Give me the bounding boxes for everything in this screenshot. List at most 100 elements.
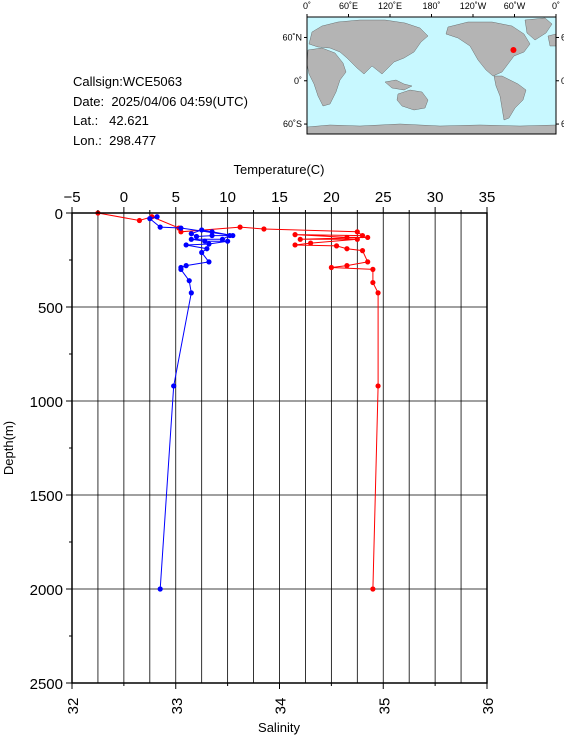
callsign-line: Callsign:WCE5063 xyxy=(73,72,248,92)
profile-point-1 xyxy=(209,229,215,235)
temperature-tick-label: 20 xyxy=(323,189,340,206)
profile-point-0 xyxy=(344,263,350,269)
salinity-tick-label: 34 xyxy=(273,698,290,715)
profile-point-0 xyxy=(365,259,371,265)
temperature-tick-label: 30 xyxy=(427,189,444,206)
lat-label: Lat.: xyxy=(73,113,99,128)
temperature-tick-label: 25 xyxy=(375,189,392,206)
lon-line: Lon.: 298.477 xyxy=(73,131,248,151)
profile-point-1 xyxy=(147,216,153,222)
profile-point-0 xyxy=(365,234,371,241)
temperature-tick-label: 10 xyxy=(219,189,236,206)
map-lon-label: 180˚ xyxy=(422,1,440,11)
temperature-tick-label: 0 xyxy=(120,189,128,206)
profile-point-0 xyxy=(370,266,376,272)
profile-point-1 xyxy=(206,259,212,265)
salinity-tick-label: 32 xyxy=(65,698,82,715)
callsign-label: Callsign: xyxy=(73,74,123,89)
profile-point-1 xyxy=(188,231,194,237)
profile-point-0 xyxy=(375,383,381,389)
lat-value: 42.621 xyxy=(109,113,149,128)
profile-point-0 xyxy=(370,586,376,592)
map-lon-label: 0˚ xyxy=(552,1,560,11)
depth-tick-label: 2000 xyxy=(30,582,63,599)
series-group xyxy=(95,210,381,592)
temperature-tick-label: −5 xyxy=(63,189,80,206)
map-lon-label: 60˚E xyxy=(339,1,358,11)
profile-point-1 xyxy=(204,246,210,252)
map-lon-label: 60˚W xyxy=(504,1,526,11)
grid-lines xyxy=(72,213,487,683)
profile-point-0 xyxy=(354,236,360,242)
profile-point-0 xyxy=(333,243,340,249)
profile-point-0 xyxy=(359,232,366,239)
map-lat-label-right: 60˚S xyxy=(561,119,564,129)
map-lat-label: 0˚ xyxy=(294,76,302,86)
lon-value: 298.477 xyxy=(109,132,157,148)
profile-point-0 xyxy=(375,290,381,296)
temperature-tick-label: 35 xyxy=(479,189,496,206)
profile-point-0 xyxy=(344,234,350,241)
profile-point-1 xyxy=(183,263,189,269)
date-label: Date: xyxy=(73,93,105,109)
profile-point-0 xyxy=(308,240,314,246)
land-africa xyxy=(306,47,347,107)
profile-point-0 xyxy=(237,224,243,230)
profile-point-1 xyxy=(227,232,233,239)
callsign-value: WCE5063 xyxy=(122,74,183,89)
profile-point-0 xyxy=(136,217,143,224)
map-land xyxy=(306,17,557,135)
map-lat-label-right: 0˚ xyxy=(561,76,564,86)
map-lat-labels: 60˚N 60˚N 0˚ 0˚ 60˚S 60˚S xyxy=(282,32,564,129)
profile-point-0 xyxy=(328,264,334,271)
profile-point-1 xyxy=(186,278,192,284)
temperature-tick-label: 5 xyxy=(172,189,180,206)
profile-point-1 xyxy=(219,236,226,242)
temperature-tick-label: 15 xyxy=(271,189,288,206)
station-marker xyxy=(510,47,517,54)
profile-point-1 xyxy=(157,586,163,592)
profile-point-1 xyxy=(193,233,200,240)
profile-point-1 xyxy=(178,225,184,231)
date-line: Date: 2025/04/06 04:59(UTC) xyxy=(73,92,248,112)
profile-point-0 xyxy=(297,236,303,242)
map-lat-label: 60˚N xyxy=(282,32,302,42)
profile-point-1 xyxy=(188,236,194,242)
depth-tick-label: 2500 xyxy=(30,676,63,693)
map-lon-label: 120˚E xyxy=(378,1,402,11)
profile-point-1 xyxy=(209,232,215,239)
profile-point-1 xyxy=(178,266,184,272)
temperature-axis-title: Temperature(C) xyxy=(233,162,324,177)
profile-point-1 xyxy=(199,227,205,233)
date-value: 2025/04/06 04:59(UTC) xyxy=(111,93,248,109)
profile-point-0 xyxy=(359,248,366,254)
salinity-tick-label: 33 xyxy=(169,698,186,715)
depth-axis-title: Depth(m) xyxy=(1,421,16,475)
land-indonesia xyxy=(384,79,413,91)
profile-point-1 xyxy=(188,290,194,296)
land-australia xyxy=(396,89,429,111)
profile-point-0 xyxy=(261,226,267,232)
profile-point-0 xyxy=(344,246,350,252)
map-lon-label: 0˚ xyxy=(303,1,311,11)
profile-point-0 xyxy=(178,229,184,235)
map-lat-label-right: 60˚N xyxy=(561,32,564,42)
depth-tick-label: 0 xyxy=(55,206,63,223)
profile-point-1 xyxy=(202,238,208,244)
depth-tick-label: 1500 xyxy=(30,488,63,505)
profile-point-0 xyxy=(292,232,298,238)
map-lat-label: 60˚S xyxy=(283,119,302,129)
profile-point-1 xyxy=(157,224,163,230)
salinity-tick-label: 36 xyxy=(480,698,497,715)
depth-tick-label: 500 xyxy=(38,300,63,317)
profile-point-1 xyxy=(154,214,160,220)
salinity-tick-label: 35 xyxy=(376,698,393,715)
depth-tick-label: 1000 xyxy=(30,394,63,411)
map-lon-label: 120˚W xyxy=(460,1,487,11)
profile-point-1 xyxy=(171,383,177,389)
profile-point-0 xyxy=(292,242,298,248)
